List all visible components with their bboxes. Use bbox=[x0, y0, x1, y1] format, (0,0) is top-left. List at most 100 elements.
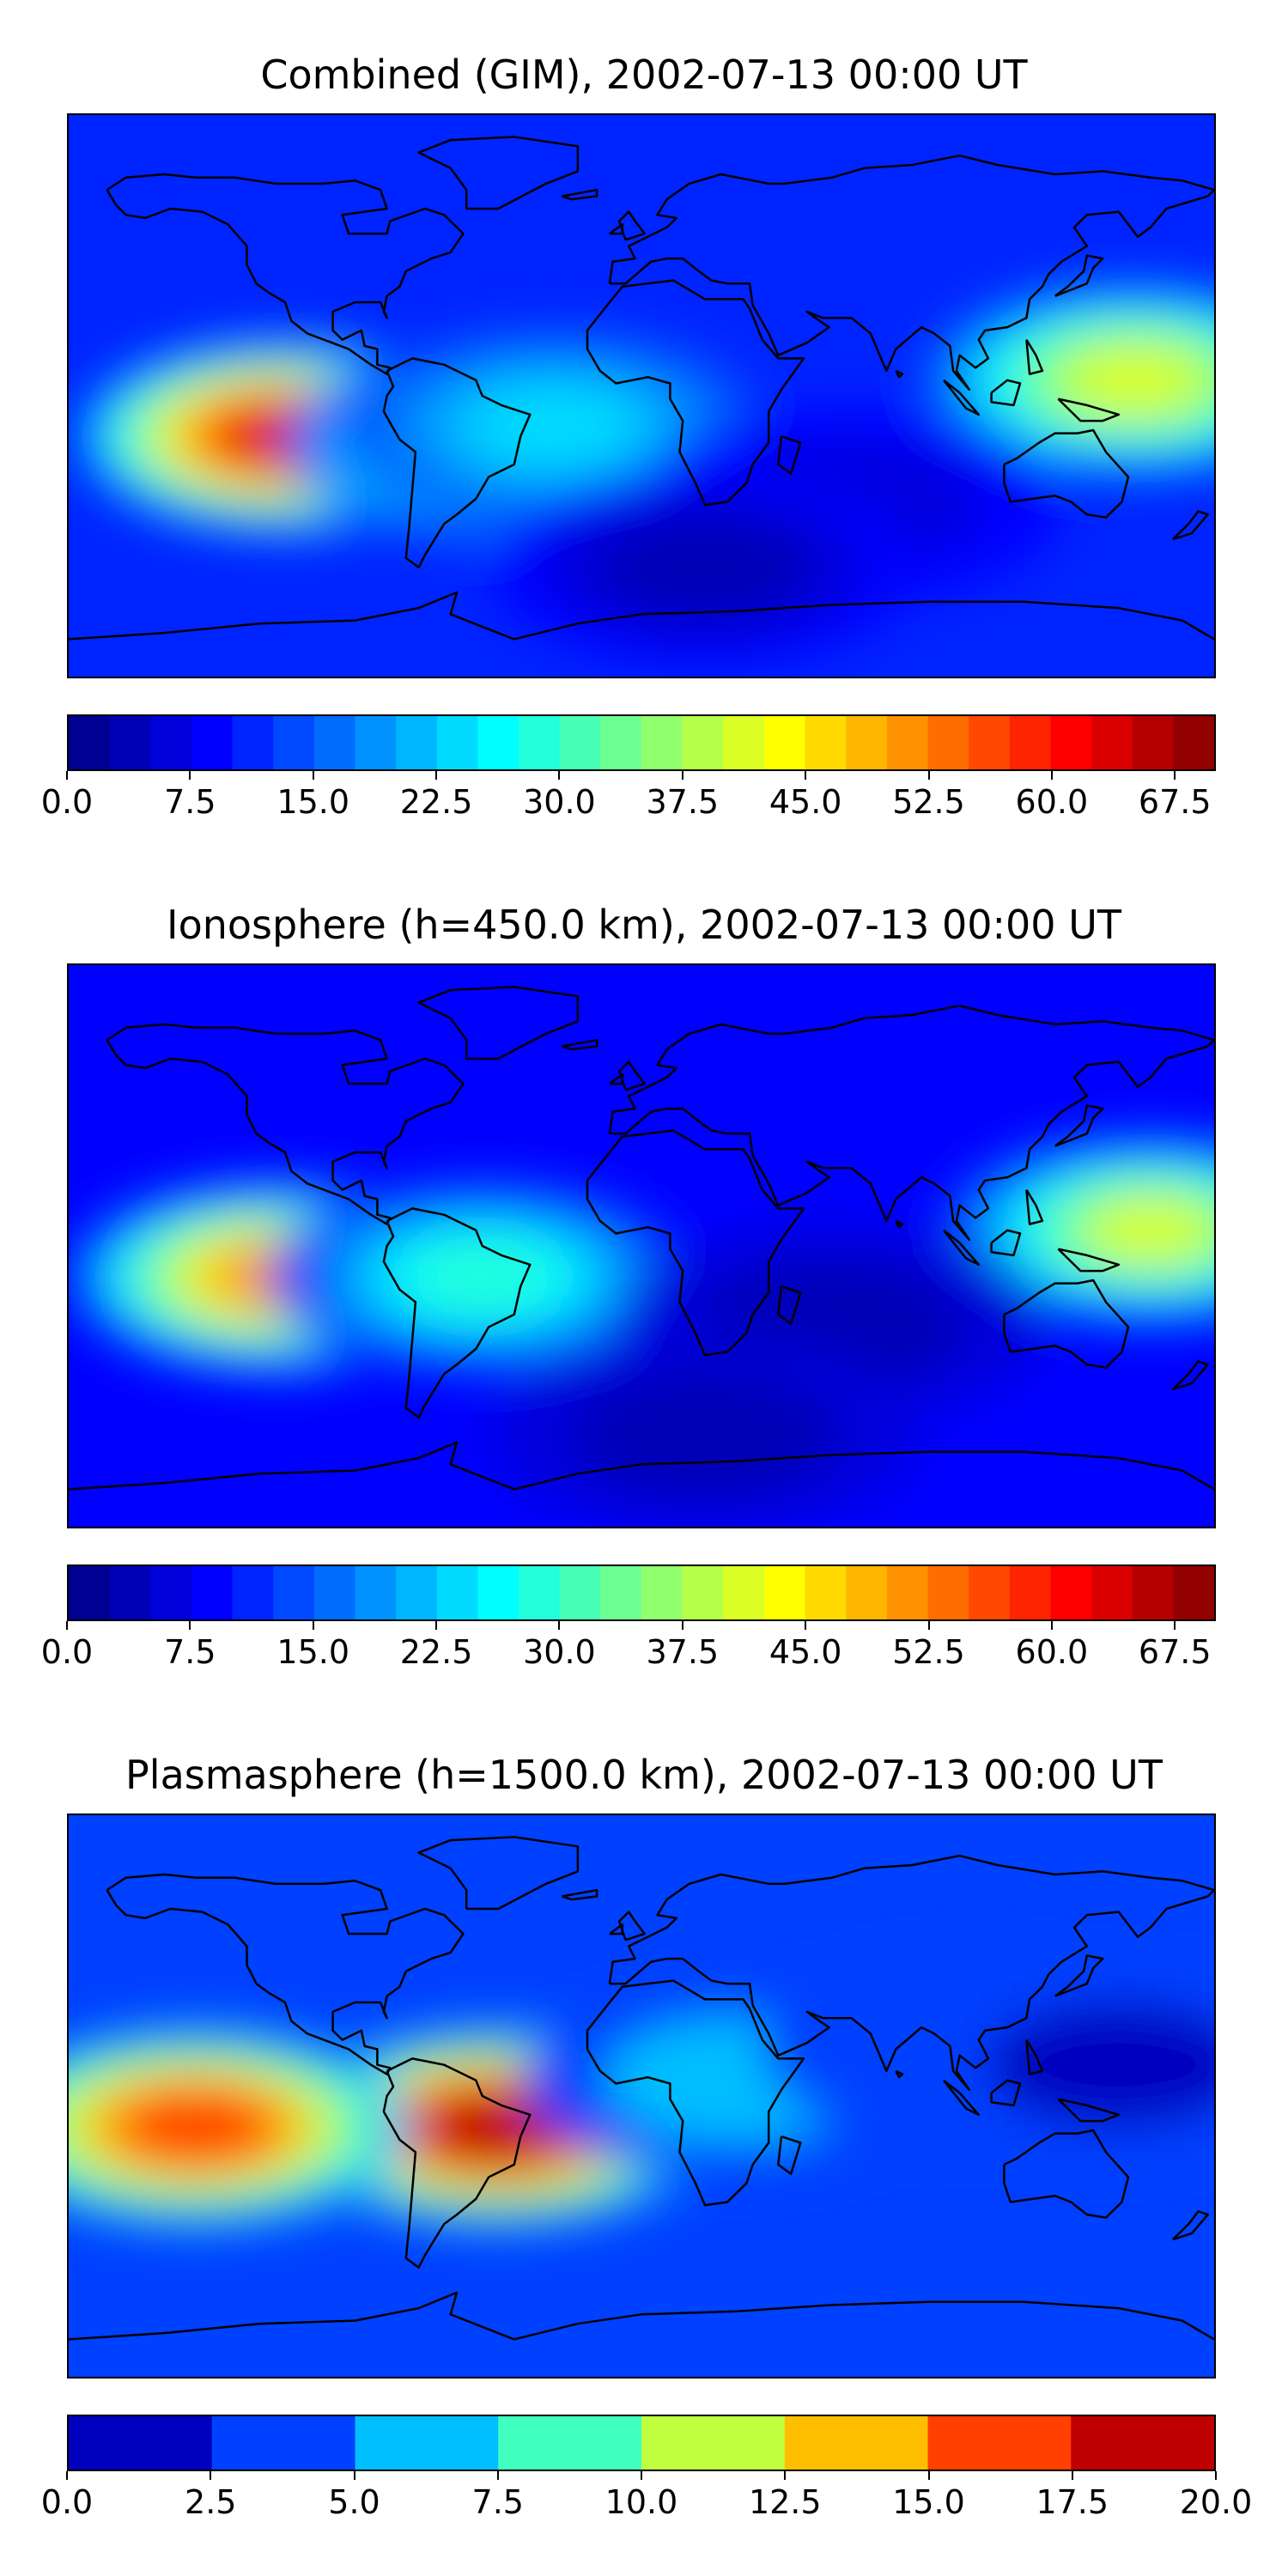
panel-title: Combined (GIM), 2002-07-13 00:00 UT bbox=[260, 52, 1028, 98]
colorbar-segment bbox=[396, 716, 438, 769]
colorbar-segment bbox=[355, 1566, 397, 1619]
colorbar-tick bbox=[496, 2471, 499, 2480]
colorbar-segment bbox=[69, 716, 111, 769]
colorbar-tick-label: 22.5 bbox=[399, 1633, 473, 1671]
coastline bbox=[990, 379, 1022, 407]
colorbar-segment bbox=[273, 716, 315, 769]
coastline bbox=[417, 986, 580, 1060]
colorbar-tick bbox=[558, 771, 561, 780]
coastline bbox=[608, 1854, 1214, 2091]
colorbar-segment bbox=[273, 1566, 315, 1619]
colorbar-segment bbox=[1050, 716, 1092, 769]
colorbar-tick bbox=[435, 1621, 438, 1630]
colorbar-tick-label: 60.0 bbox=[1015, 783, 1089, 821]
colorbar-segment bbox=[69, 2416, 213, 2470]
colorbar-tick bbox=[805, 771, 807, 780]
field-feature-southern-ocean-low bbox=[572, 1370, 839, 1496]
colorbar-tick bbox=[681, 771, 683, 780]
colorbar-segment bbox=[519, 1566, 561, 1619]
coastline bbox=[608, 1004, 1214, 1241]
coastline bbox=[943, 2079, 981, 2117]
colorbar-tick-label: 30.0 bbox=[523, 1633, 596, 1671]
colorbar-tick bbox=[558, 1621, 561, 1630]
colorbar-tick-label: 0.0 bbox=[40, 2483, 94, 2521]
colorbar-segment bbox=[232, 716, 274, 769]
coastline bbox=[617, 210, 646, 241]
coastline bbox=[562, 188, 598, 201]
colorbar-segment bbox=[927, 2416, 1072, 2470]
colorbar-segment bbox=[1091, 1566, 1133, 1619]
colorbar-segment bbox=[559, 1566, 601, 1619]
colorbar-tick-label: 7.5 bbox=[164, 1633, 216, 1671]
colorbar-tick bbox=[1174, 771, 1176, 780]
coastline bbox=[1003, 1279, 1130, 1369]
colorbar-segment bbox=[109, 716, 151, 769]
colorbar-segment bbox=[1132, 716, 1174, 769]
field-feature-west-pacific-east-asia bbox=[1069, 348, 1200, 412]
colorbar-segment bbox=[355, 716, 397, 769]
colorbar-tick bbox=[1050, 771, 1053, 780]
colorbar-segment bbox=[191, 1566, 234, 1619]
colorbar-tick bbox=[312, 1621, 314, 1630]
colorbar-segment bbox=[805, 1566, 847, 1619]
colorbar-ticks: 0.0 2.5 5.0 7.5 10.0 12.5 15.0 17.5 20.0 bbox=[41, 2471, 1252, 2523]
coastline bbox=[417, 136, 580, 210]
colorbar-segment bbox=[1173, 716, 1214, 769]
panel-title: Plasmasphere (h=1500.0 km), 2002-07-13 0… bbox=[125, 1752, 1163, 1798]
colorbar-segment bbox=[682, 1566, 724, 1619]
field-feature-west-pacific-low bbox=[985, 2002, 1214, 2128]
colorbar-tick-label: 52.5 bbox=[892, 783, 965, 821]
colorbar-tick bbox=[784, 2471, 787, 2480]
colorbar-segment bbox=[600, 1566, 642, 1619]
coastline bbox=[608, 154, 1214, 391]
coastline bbox=[562, 1888, 598, 1901]
colorbar-segment bbox=[150, 716, 192, 769]
colorbar-tick bbox=[66, 2471, 68, 2480]
colorbar-tick bbox=[641, 2471, 642, 2480]
colorbar-tick bbox=[1071, 2471, 1073, 2480]
colorbar-segment bbox=[150, 1566, 192, 1619]
coastline bbox=[990, 2079, 1022, 2107]
colorbar-tick-label: 67.5 bbox=[1138, 1633, 1212, 1671]
colorbar-tick-label: 2.5 bbox=[185, 2483, 237, 2521]
field-feature-atlantic-tropics bbox=[468, 386, 637, 468]
colorbar-segment bbox=[191, 716, 234, 769]
colorbar-tick bbox=[927, 2471, 930, 2480]
colorbar-ticks: 0.0 7.5 15.0 22.5 30.0 37.5 45.0 52.5 60.0 67.5 bbox=[41, 1621, 1216, 1673]
coastline bbox=[1057, 1248, 1121, 1273]
colorbar-tick-label: 12.5 bbox=[748, 2483, 822, 2521]
coastline bbox=[562, 1038, 598, 1051]
colorbar-tick-label: 15.0 bbox=[276, 783, 350, 821]
coastline bbox=[777, 435, 802, 476]
colorbar-tick bbox=[66, 1621, 68, 1630]
colorbar-tick-label: 45.0 bbox=[769, 783, 842, 821]
coastline bbox=[382, 357, 532, 569]
colorbar-tick-label: 30.0 bbox=[523, 783, 596, 821]
colorbar-segment bbox=[723, 716, 765, 769]
colorbar-segment bbox=[927, 716, 969, 769]
colorbar-segment bbox=[805, 716, 847, 769]
colorbar-segment bbox=[927, 1566, 969, 1619]
colorbar-segment bbox=[846, 716, 888, 769]
coastline bbox=[617, 1060, 646, 1091]
colorbar-segment bbox=[1173, 1566, 1214, 1619]
coastline bbox=[777, 2136, 802, 2176]
coastline bbox=[1171, 2210, 1209, 2241]
colorbar-segment bbox=[498, 2416, 642, 2470]
colorbar-segment bbox=[641, 1566, 683, 1619]
coastline bbox=[895, 369, 904, 379]
coastline bbox=[943, 379, 981, 416]
coastline bbox=[609, 1923, 624, 1935]
colorbar-ionosphere bbox=[67, 1564, 1216, 1621]
map-ionosphere bbox=[67, 963, 1216, 1528]
colorbar-tick bbox=[1215, 2471, 1217, 2480]
colorbar-tick bbox=[1050, 1621, 1053, 1630]
colorbar-segment bbox=[969, 1566, 1011, 1619]
colorbar-tick-label: 20.0 bbox=[1179, 2483, 1253, 2521]
coastline bbox=[1025, 1188, 1044, 1225]
colorbar-segment bbox=[784, 2416, 929, 2470]
map-combined bbox=[67, 113, 1216, 678]
colorbar-segment bbox=[355, 2416, 499, 2470]
colorbar-tick-label: 5.0 bbox=[328, 2483, 380, 2521]
colorbar-segment bbox=[396, 1566, 438, 1619]
